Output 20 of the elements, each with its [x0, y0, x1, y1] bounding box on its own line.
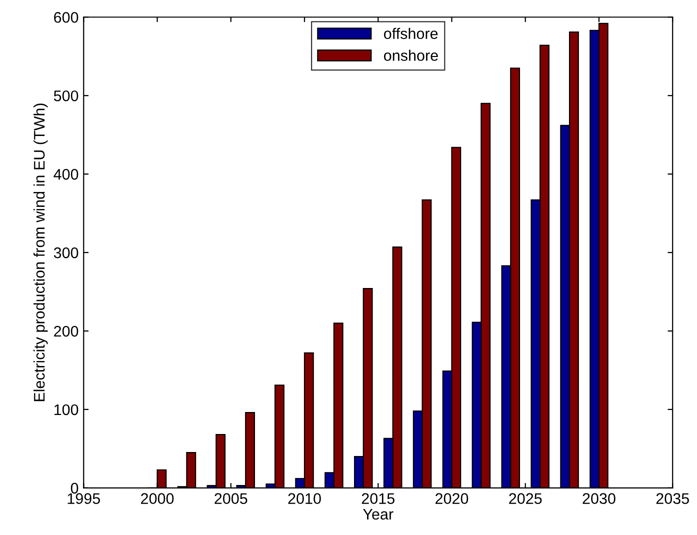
x-tick-label: 2020: [436, 493, 468, 504]
x-tick-label: 2035: [656, 493, 689, 504]
y-tick-label: 400: [54, 168, 78, 180]
y-tick-label: 100: [54, 404, 78, 416]
y-tick-label: 200: [54, 326, 78, 337]
x-tick-label: 2000: [141, 493, 174, 504]
y-tick-label: 600: [54, 12, 78, 23]
y-axis-title: Electricity production from wind in EU (TWh): [33, 104, 48, 402]
x-tick-label: 1995: [68, 493, 100, 504]
legend-label: offshore: [384, 28, 438, 40]
x-axis-title: Year: [363, 508, 394, 520]
y-tick-label: 0: [70, 482, 78, 494]
x-tick-label: 2030: [582, 493, 616, 504]
x-tick-label: 2015: [362, 493, 394, 504]
x-tick-label: 2025: [509, 493, 542, 504]
y-tick-label: 300: [54, 247, 78, 258]
x-tick-label: 2010: [288, 493, 321, 504]
x-tick-label: 2005: [214, 493, 248, 504]
y-tick-label: 500: [54, 90, 78, 102]
legend-label: onshore: [384, 50, 438, 61]
